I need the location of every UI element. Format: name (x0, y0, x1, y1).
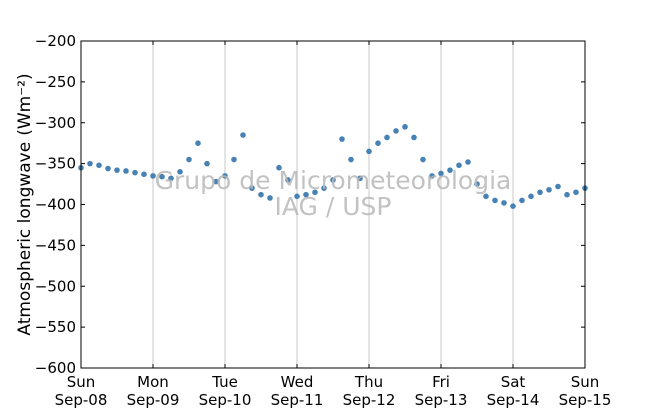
data-point (321, 185, 327, 191)
data-point (528, 193, 534, 200)
data-point (195, 140, 201, 146)
data-point (294, 193, 300, 200)
data-point (87, 160, 93, 167)
data-point (474, 181, 480, 187)
data-point (213, 178, 219, 185)
x-tick-day: Sun (571, 373, 600, 391)
data-point (231, 156, 237, 163)
data-point (114, 167, 120, 173)
watermark-line-2: IAG / USP (275, 192, 392, 221)
data-point (312, 189, 318, 196)
data-point (366, 148, 372, 155)
data-point (303, 191, 309, 198)
x-tick-day: Tue (211, 373, 238, 391)
data-point (285, 177, 291, 183)
data-point (330, 177, 336, 183)
watermark: Grupo de Micrometeorologia IAG / USP (155, 166, 512, 221)
data-point (105, 165, 111, 172)
x-tick-day: Sat (501, 373, 526, 391)
y-tick-label: −400 (35, 196, 76, 214)
data-point (564, 191, 570, 198)
y-tick-label: −600 (35, 359, 76, 377)
data-point (573, 189, 579, 196)
x-tick-date: Sep-12 (343, 391, 396, 409)
data-point (519, 197, 525, 204)
x-tick-day: Thu (354, 373, 383, 391)
data-point (249, 185, 255, 191)
x-tick-date: Sep-11 (271, 391, 324, 409)
data-point (141, 171, 147, 178)
data-point (123, 168, 129, 174)
y-tick-label: −350 (35, 155, 76, 173)
data-point (375, 140, 381, 146)
data-point (465, 159, 471, 165)
x-tick-date: Sep-08 (55, 391, 108, 409)
data-point (555, 183, 561, 190)
watermark-line-1: Grupo de Micrometeorologia (155, 166, 512, 195)
x-tick-day: Mon (137, 373, 169, 391)
data-point (438, 170, 444, 177)
data-point (222, 173, 228, 179)
data-point (384, 134, 390, 141)
data-point (393, 128, 399, 134)
x-tick-date: Sep-15 (559, 391, 612, 409)
data-point (456, 162, 462, 169)
y-tick-label: −500 (35, 277, 76, 295)
data-point (447, 167, 453, 173)
data-points (78, 124, 588, 209)
data-point (132, 169, 138, 176)
y-axis: −200 −250 −300 −350 −400 −450 −500 −550 −600 (35, 32, 585, 377)
data-point (96, 162, 102, 169)
x-axis: SunSep-08MonSep-09TueSep-10WedSep-11ThuS… (55, 41, 612, 409)
data-point (204, 160, 210, 167)
data-point (420, 156, 426, 163)
data-point (339, 136, 345, 142)
data-point (483, 193, 489, 200)
y-tick-label: −300 (35, 114, 76, 132)
x-tick-day: Fri (432, 373, 450, 391)
data-point (159, 173, 165, 180)
x-tick-date: Sep-13 (415, 391, 468, 409)
data-point (402, 124, 408, 130)
y-tick-label: −450 (35, 236, 76, 254)
y-axis-title: Atmospheric longwave(Wm⁻²) (15, 73, 35, 335)
x-tick-date: Sep-09 (127, 391, 180, 409)
data-point (240, 132, 246, 138)
data-point (546, 186, 552, 193)
x-tick-date: Sep-14 (487, 391, 540, 409)
data-point (186, 156, 192, 163)
y-tick-label: −250 (35, 73, 76, 91)
data-point (150, 173, 156, 179)
data-point (510, 203, 516, 209)
x-tick-day: Sun (67, 373, 96, 391)
x-tick-day: Wed (281, 373, 314, 391)
data-point (348, 156, 354, 163)
data-point (177, 169, 183, 175)
data-point (168, 175, 174, 182)
data-point (492, 197, 498, 204)
data-point (267, 195, 273, 201)
data-point (537, 189, 543, 196)
x-tick-date: Sep-10 (199, 391, 252, 409)
data-point (501, 200, 507, 206)
data-point (357, 175, 363, 182)
data-point (258, 191, 264, 198)
data-point (276, 164, 282, 171)
y-tick-label: −200 (35, 32, 76, 50)
y-tick-label: −550 (35, 318, 76, 336)
data-point (411, 134, 417, 141)
data-point (429, 173, 435, 179)
